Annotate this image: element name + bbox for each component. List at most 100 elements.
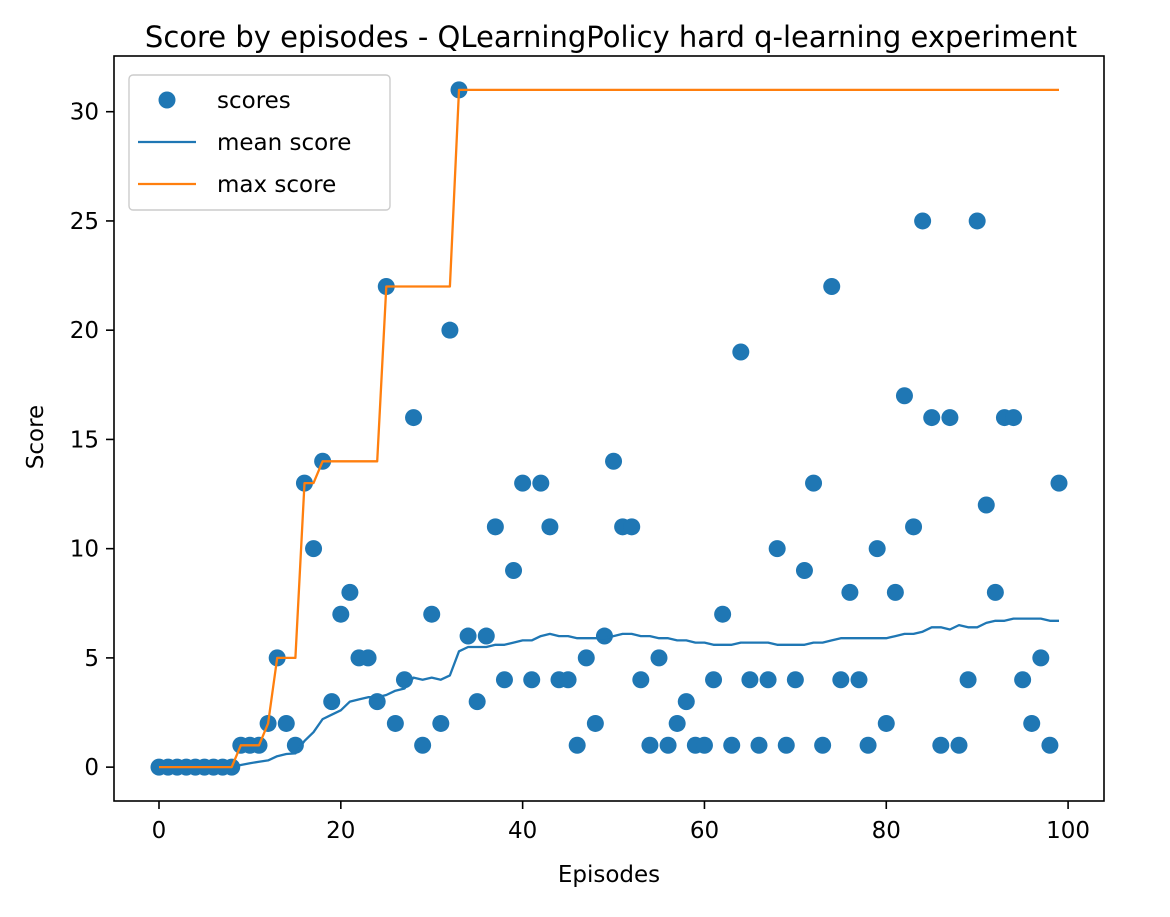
score-point (386, 714, 404, 732)
score-point (695, 736, 713, 754)
score-point (323, 693, 341, 711)
score-point (986, 583, 1004, 601)
score-point (768, 540, 786, 558)
score-point (586, 714, 604, 732)
y-tick-label: 15 (70, 427, 99, 453)
score-point (786, 671, 804, 689)
score-point (459, 627, 477, 645)
y-tick-label: 10 (70, 537, 99, 563)
score-point (341, 583, 359, 601)
score-point (477, 627, 495, 645)
score-point (1032, 649, 1050, 667)
y-tick-label: 25 (70, 209, 99, 235)
score-point (832, 671, 850, 689)
score-point (359, 649, 377, 667)
score-point (741, 671, 759, 689)
score-point (705, 671, 723, 689)
score-point (486, 518, 504, 536)
score-point (850, 671, 868, 689)
score-point (814, 736, 832, 754)
y-tick-label: 5 (84, 646, 99, 672)
score-point (905, 518, 923, 536)
score-point (677, 693, 695, 711)
score-point (977, 496, 995, 514)
score-point (505, 562, 523, 580)
score-point (841, 583, 859, 601)
score-point (941, 409, 959, 427)
legend-scores-marker (158, 91, 176, 109)
y-tick-label: 0 (84, 755, 99, 781)
score-point (641, 736, 659, 754)
score-point (514, 474, 532, 492)
score-point (823, 277, 841, 295)
x-tick-label: 100 (1046, 818, 1090, 844)
x-axis-label: Episodes (558, 862, 660, 888)
score-point (650, 649, 668, 667)
score-point (623, 518, 641, 536)
score-point (659, 736, 677, 754)
score-point (959, 671, 977, 689)
score-point (795, 562, 813, 580)
mean-score-line (159, 617, 1059, 769)
score-point (1005, 409, 1023, 427)
score-point (632, 671, 650, 689)
x-tick-label: 80 (872, 818, 901, 844)
score-point (714, 605, 732, 623)
y-tick-label: 20 (70, 318, 99, 344)
chart-title: Score by episodes - QLearningPolicy hard… (145, 20, 1077, 54)
x-tick-label: 60 (690, 818, 719, 844)
legend-mean-score-label: mean score (217, 130, 351, 156)
score-point (414, 736, 432, 754)
score-point (441, 321, 459, 339)
x-tick-label: 0 (152, 818, 167, 844)
plot-frame (113, 55, 1105, 802)
score-point (868, 540, 886, 558)
score-point (777, 736, 795, 754)
score-point (468, 693, 486, 711)
x-tick-label: 40 (508, 818, 537, 844)
score-point (605, 452, 623, 470)
score-point (895, 387, 913, 405)
score-point (568, 736, 586, 754)
score-point (432, 714, 450, 732)
score-point (1041, 736, 1059, 754)
y-axis-label: Score (23, 405, 49, 469)
score-point (332, 605, 350, 623)
score-point (405, 409, 423, 427)
max-score-line (159, 88, 1059, 769)
score-point (305, 540, 323, 558)
score-point (950, 736, 968, 754)
score-point (723, 736, 741, 754)
score-point (495, 671, 513, 689)
score-point (523, 671, 541, 689)
y-tick-label: 30 (70, 100, 99, 126)
legend-scores-label: scores (217, 88, 291, 114)
score-point (577, 649, 595, 667)
score-point (277, 714, 295, 732)
score-point (932, 736, 950, 754)
score-point (914, 212, 932, 230)
legend: scores mean score max score (128, 74, 391, 211)
y-axis-ticks: 0 5 10 15 20 25 30 (70, 100, 114, 781)
score-point (541, 518, 559, 536)
score-point (1014, 671, 1032, 689)
score-point (423, 605, 441, 623)
x-axis-ticks: 0 20 40 60 80 100 (152, 801, 1090, 844)
x-tick-label: 20 (326, 818, 355, 844)
legend-max-score-label: max score (217, 172, 336, 198)
score-point (923, 409, 941, 427)
score-point (532, 474, 550, 492)
score-point (805, 474, 823, 492)
legend-frame (128, 74, 391, 211)
series-layer (150, 81, 1068, 776)
score-point (750, 736, 768, 754)
score-point (968, 212, 986, 230)
score-point (859, 736, 877, 754)
score-point (559, 671, 577, 689)
score-point (877, 714, 895, 732)
score-point (595, 627, 613, 645)
score-point (759, 671, 777, 689)
score-point (1023, 714, 1041, 732)
